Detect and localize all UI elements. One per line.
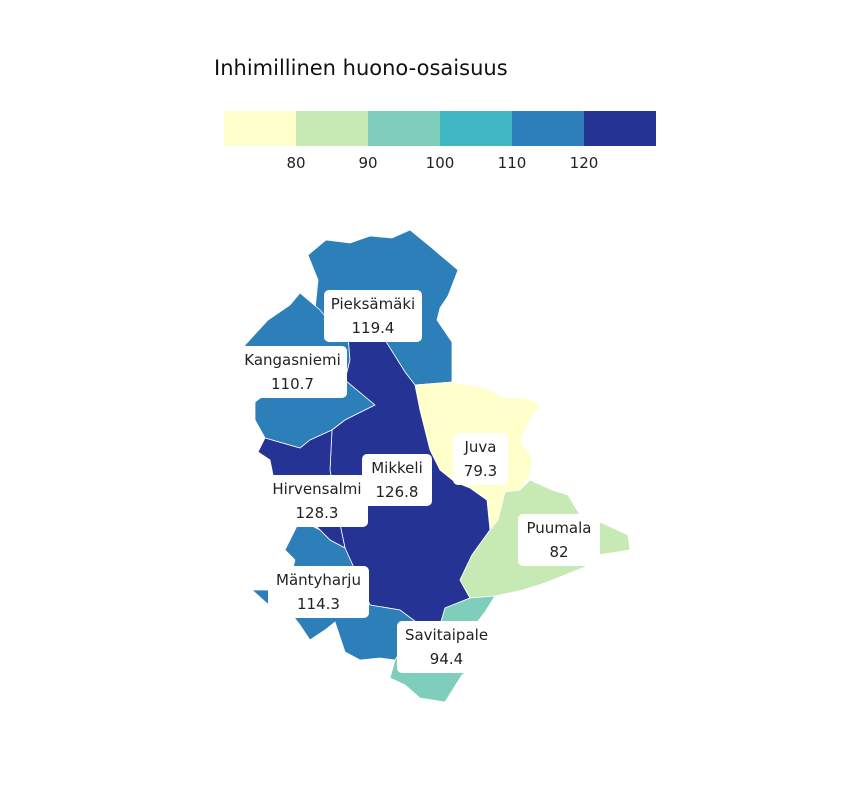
region-name: Mäntyharju — [276, 571, 361, 589]
region-label-pieksamaki: Pieksämäki 119.4 — [324, 290, 422, 342]
region-name: Puumala — [526, 519, 592, 537]
color-legend: 80 90 100 110 120 — [224, 111, 656, 181]
region-name: Savitaipale — [404, 626, 489, 644]
legend-swatch — [440, 111, 512, 146]
legend-tick: 120 — [569, 154, 599, 172]
map-title: Inhimillinen huono-osaisuus — [214, 56, 508, 80]
legend-swatch — [512, 111, 584, 146]
region-value: 126.8 — [375, 483, 419, 501]
region-value: 79.3 — [463, 462, 498, 480]
region-label-juva: Juva 79.3 — [453, 433, 508, 485]
region-name: Pieksämäki — [330, 295, 416, 313]
region-value: 110.7 — [271, 375, 314, 393]
legend-tick: 80 — [286, 154, 306, 172]
legend-swatch — [224, 111, 296, 146]
region-value: 128.3 — [295, 504, 339, 522]
region-value: 119.4 — [351, 319, 395, 337]
region-label-hirvensalmi: Hirvensalmi 128.3 — [266, 475, 368, 527]
legend-tick: 110 — [497, 154, 527, 172]
region-label-puumala: Puumala 82 — [518, 514, 600, 566]
legend-swatch — [296, 111, 368, 146]
region-name: Mikkeli — [371, 459, 423, 477]
legend-tick: 90 — [358, 154, 378, 172]
region-label-savitaipale: Savitaipale 94.4 — [397, 621, 496, 673]
region-value: 94.4 — [429, 650, 464, 668]
region-value: 82 — [549, 543, 569, 561]
legend-swatch — [368, 111, 440, 146]
region-label-kangasniemi: Kangasniemi 110.7 — [238, 346, 347, 398]
legend-color-bar — [224, 111, 656, 146]
region-name: Hirvensalmi — [272, 480, 362, 498]
legend-tick: 100 — [425, 154, 455, 172]
region-name: Kangasniemi — [244, 351, 341, 369]
region-value: 114.3 — [297, 595, 340, 613]
region-label-mantyharju: Mäntyharju 114.3 — [268, 566, 369, 618]
region-name: Juva — [464, 438, 497, 456]
region-label-mikkeli: Mikkeli 126.8 — [362, 454, 432, 506]
legend-swatch — [584, 111, 656, 146]
